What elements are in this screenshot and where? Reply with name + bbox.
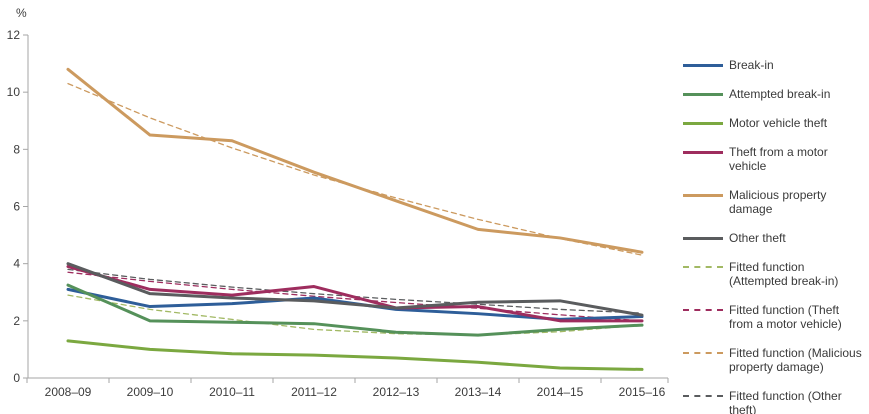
- series-line-other-theft: [66, 262, 644, 317]
- x-tick-label: 2009–10: [127, 385, 174, 399]
- legend-label: Fitted function (Theft from a motor vehi…: [729, 303, 842, 331]
- legend-swatch-malicious-property-damage: [683, 194, 723, 197]
- legend-item-malicious-property-damage: Malicious property damage: [683, 188, 865, 216]
- legend-swatch-fitted-function-malicious-property-damage: [683, 352, 723, 354]
- y-tick-label: 10: [7, 85, 21, 99]
- series-line-motor-vehicle-theft: [66, 339, 644, 371]
- legend-swatch-fitted-function-theft-from-a-motor-vehicle: [683, 309, 723, 311]
- x-tick-label: 2008–09: [45, 385, 92, 399]
- legend-swatch-other-theft: [683, 237, 723, 240]
- legend-label: Attempted break-in: [729, 87, 831, 101]
- x-tick-label: 2014–15: [537, 385, 584, 399]
- y-tick-label: 0: [13, 371, 20, 385]
- series-line-fitted-function-malicious-property-damage: [67, 82, 643, 256]
- y-tick-label: 4: [13, 257, 20, 271]
- series-line-fitted-function-attempted-break-in: [67, 294, 643, 336]
- legend-item-motor-vehicle-theft: Motor vehicle theft: [683, 116, 865, 130]
- x-tick-label: 2015–16: [619, 385, 666, 399]
- legend-swatch-theft-from-a-motor-vehicle: [683, 151, 723, 154]
- legend-label: Motor vehicle theft: [729, 116, 828, 130]
- legend-item-attempted-break-in: Attempted break-in: [683, 87, 865, 101]
- y-tick-label: 12: [7, 28, 21, 42]
- legend-label: Break-in: [729, 58, 774, 72]
- legend: Break-in Attempted break-in Motor vehicle …: [683, 58, 865, 414]
- legend-item-other-theft: Other theft: [683, 231, 865, 245]
- legend-label: Theft from a motor vehicle: [729, 145, 828, 173]
- series-line-fitted-function-theft-from-a-motor-vehicle: [67, 271, 643, 322]
- series-line-malicious-property-damage: [66, 67, 644, 254]
- legend-swatch-attempted-break-in: [683, 93, 723, 96]
- series-line-attempted-break-in: [66, 283, 644, 337]
- y-tick-label: 6: [13, 200, 20, 214]
- legend-swatch-fitted-function-other-theft: [683, 395, 723, 397]
- legend-item-break-in: Break-in: [683, 58, 865, 72]
- legend-item-fitted-function-theft-from-a-motor-vehicle: Fitted function (Theft from a motor vehi…: [683, 303, 865, 331]
- legend-item-theft-from-a-motor-vehicle: Theft from a motor vehicle: [683, 145, 865, 173]
- y-axis-unit-label: %: [16, 6, 27, 20]
- y-tick-label: 2: [13, 314, 20, 328]
- legend-label: Fitted function (Attempted break-in): [729, 260, 839, 288]
- x-tick-label: 2013–14: [455, 385, 502, 399]
- y-tick-label: 8: [13, 142, 20, 156]
- legend-label: Fitted function (Other theft): [729, 389, 842, 414]
- legend-item-fitted-function-other-theft: Fitted function (Other theft): [683, 389, 865, 414]
- legend-swatch-break-in: [683, 64, 723, 67]
- legend-swatch-motor-vehicle-theft: [683, 122, 723, 125]
- x-tick-label: 2012–13: [373, 385, 420, 399]
- x-tick-label: 2011–12: [291, 385, 337, 399]
- legend-item-fitted-function-malicious-property-damage: Fitted function (Malicious property dama…: [683, 346, 865, 374]
- legend-label: Fitted function (Malicious property dama…: [729, 346, 862, 374]
- x-tick-label: 2010–11: [209, 385, 255, 399]
- legend-swatch-fitted-function-attempted-break-in: [683, 266, 723, 268]
- legend-label: Malicious property damage: [729, 188, 827, 216]
- series-line-theft-from-a-motor-vehicle: [66, 265, 644, 323]
- legend-item-fitted-function-attempted-break-in: Fitted function (Attempted break-in): [683, 260, 865, 288]
- legend-label: Other theft: [729, 231, 786, 245]
